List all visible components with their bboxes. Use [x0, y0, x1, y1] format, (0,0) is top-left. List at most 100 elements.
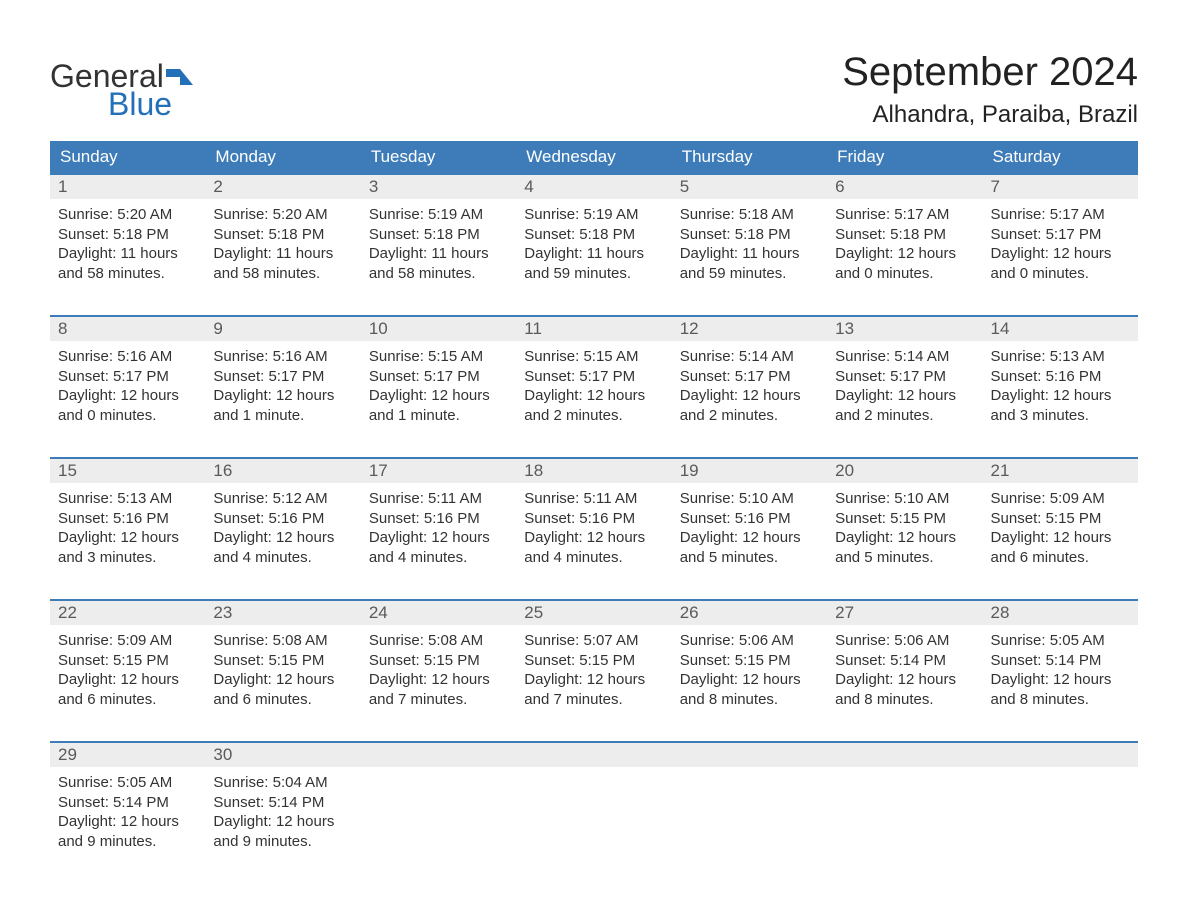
day-header: Wednesday	[516, 141, 671, 173]
sunrise-text: Sunrise: 5:19 AM	[524, 205, 663, 225]
day-cell: 21Sunrise: 5:09 AMSunset: 5:15 PMDayligh…	[983, 459, 1138, 579]
sunset-text: Sunset: 5:15 PM	[369, 651, 508, 671]
day-cell: 11Sunrise: 5:15 AMSunset: 5:17 PMDayligh…	[516, 317, 671, 437]
sunrise-text: Sunrise: 5:09 AM	[58, 631, 197, 651]
empty-day	[672, 743, 827, 767]
day-number: 8	[50, 317, 205, 341]
daylight-text: Daylight: 12 hours and 2 minutes.	[680, 386, 819, 425]
day-number: 16	[205, 459, 360, 483]
sunrise-text: Sunrise: 5:17 AM	[835, 205, 974, 225]
logo-word2: Blue	[50, 88, 194, 120]
day-number: 9	[205, 317, 360, 341]
sunrise-text: Sunrise: 5:08 AM	[213, 631, 352, 651]
empty-day	[361, 743, 516, 767]
day-info: Sunrise: 5:13 AMSunset: 5:16 PMDaylight:…	[983, 341, 1138, 429]
week-row: 22Sunrise: 5:09 AMSunset: 5:15 PMDayligh…	[50, 599, 1138, 721]
daylight-text: Daylight: 12 hours and 0 minutes.	[835, 244, 974, 283]
day-header-row: SundayMondayTuesdayWednesdayThursdayFrid…	[50, 141, 1138, 173]
sunset-text: Sunset: 5:16 PM	[213, 509, 352, 529]
day-info: Sunrise: 5:11 AMSunset: 5:16 PMDaylight:…	[361, 483, 516, 571]
daylight-text: Daylight: 11 hours and 58 minutes.	[58, 244, 197, 283]
sunrise-text: Sunrise: 5:08 AM	[369, 631, 508, 651]
sunrise-text: Sunrise: 5:07 AM	[524, 631, 663, 651]
sunrise-text: Sunrise: 5:16 AM	[213, 347, 352, 367]
sunset-text: Sunset: 5:15 PM	[835, 509, 974, 529]
day-cell	[361, 743, 516, 863]
day-info: Sunrise: 5:19 AMSunset: 5:18 PMDaylight:…	[516, 199, 671, 287]
day-cell: 6Sunrise: 5:17 AMSunset: 5:18 PMDaylight…	[827, 175, 982, 295]
day-cell	[516, 743, 671, 863]
day-info: Sunrise: 5:17 AMSunset: 5:18 PMDaylight:…	[827, 199, 982, 287]
daylight-text: Daylight: 12 hours and 4 minutes.	[213, 528, 352, 567]
day-number: 19	[672, 459, 827, 483]
day-header: Tuesday	[361, 141, 516, 173]
sunrise-text: Sunrise: 5:18 AM	[680, 205, 819, 225]
day-number: 11	[516, 317, 671, 341]
day-cell: 5Sunrise: 5:18 AMSunset: 5:18 PMDaylight…	[672, 175, 827, 295]
day-info: Sunrise: 5:12 AMSunset: 5:16 PMDaylight:…	[205, 483, 360, 571]
sunrise-text: Sunrise: 5:19 AM	[369, 205, 508, 225]
sunrise-text: Sunrise: 5:17 AM	[991, 205, 1130, 225]
sunset-text: Sunset: 5:14 PM	[58, 793, 197, 813]
sunset-text: Sunset: 5:15 PM	[680, 651, 819, 671]
sunset-text: Sunset: 5:16 PM	[680, 509, 819, 529]
sunrise-text: Sunrise: 5:04 AM	[213, 773, 352, 793]
month-title: September 2024	[842, 50, 1138, 95]
day-cell: 9Sunrise: 5:16 AMSunset: 5:17 PMDaylight…	[205, 317, 360, 437]
day-cell: 22Sunrise: 5:09 AMSunset: 5:15 PMDayligh…	[50, 601, 205, 721]
day-number: 17	[361, 459, 516, 483]
daylight-text: Daylight: 12 hours and 4 minutes.	[369, 528, 508, 567]
day-info: Sunrise: 5:05 AMSunset: 5:14 PMDaylight:…	[983, 625, 1138, 713]
day-info: Sunrise: 5:16 AMSunset: 5:17 PMDaylight:…	[205, 341, 360, 429]
day-cell: 24Sunrise: 5:08 AMSunset: 5:15 PMDayligh…	[361, 601, 516, 721]
day-cell: 1Sunrise: 5:20 AMSunset: 5:18 PMDaylight…	[50, 175, 205, 295]
day-number: 21	[983, 459, 1138, 483]
sunrise-text: Sunrise: 5:11 AM	[524, 489, 663, 509]
daylight-text: Daylight: 12 hours and 0 minutes.	[58, 386, 197, 425]
day-number: 30	[205, 743, 360, 767]
day-number: 5	[672, 175, 827, 199]
sunrise-text: Sunrise: 5:20 AM	[213, 205, 352, 225]
sunset-text: Sunset: 5:14 PM	[835, 651, 974, 671]
sunset-text: Sunset: 5:18 PM	[835, 225, 974, 245]
day-info: Sunrise: 5:08 AMSunset: 5:15 PMDaylight:…	[205, 625, 360, 713]
daylight-text: Daylight: 12 hours and 4 minutes.	[524, 528, 663, 567]
daylight-text: Daylight: 12 hours and 8 minutes.	[680, 670, 819, 709]
day-number: 23	[205, 601, 360, 625]
day-number: 28	[983, 601, 1138, 625]
sunrise-text: Sunrise: 5:11 AM	[369, 489, 508, 509]
day-cell: 17Sunrise: 5:11 AMSunset: 5:16 PMDayligh…	[361, 459, 516, 579]
daylight-text: Daylight: 11 hours and 58 minutes.	[213, 244, 352, 283]
daylight-text: Daylight: 12 hours and 7 minutes.	[524, 670, 663, 709]
day-header: Sunday	[50, 141, 205, 173]
day-number: 4	[516, 175, 671, 199]
day-header: Monday	[205, 141, 360, 173]
week-row: 8Sunrise: 5:16 AMSunset: 5:17 PMDaylight…	[50, 315, 1138, 437]
day-info: Sunrise: 5:09 AMSunset: 5:15 PMDaylight:…	[50, 625, 205, 713]
sunrise-text: Sunrise: 5:14 AM	[835, 347, 974, 367]
day-cell: 23Sunrise: 5:08 AMSunset: 5:15 PMDayligh…	[205, 601, 360, 721]
location: Alhandra, Paraiba, Brazil	[842, 101, 1138, 129]
day-number: 12	[672, 317, 827, 341]
daylight-text: Daylight: 12 hours and 6 minutes.	[991, 528, 1130, 567]
day-cell: 2Sunrise: 5:20 AMSunset: 5:18 PMDaylight…	[205, 175, 360, 295]
sunset-text: Sunset: 5:14 PM	[213, 793, 352, 813]
day-cell: 29Sunrise: 5:05 AMSunset: 5:14 PMDayligh…	[50, 743, 205, 863]
sunrise-text: Sunrise: 5:12 AM	[213, 489, 352, 509]
day-info: Sunrise: 5:18 AMSunset: 5:18 PMDaylight:…	[672, 199, 827, 287]
day-number: 7	[983, 175, 1138, 199]
sunrise-text: Sunrise: 5:10 AM	[835, 489, 974, 509]
header: General Blue September 2024 Alhandra, Pa…	[50, 50, 1138, 129]
sunset-text: Sunset: 5:15 PM	[524, 651, 663, 671]
day-cell: 4Sunrise: 5:19 AMSunset: 5:18 PMDaylight…	[516, 175, 671, 295]
daylight-text: Daylight: 12 hours and 9 minutes.	[213, 812, 352, 851]
sunrise-text: Sunrise: 5:06 AM	[835, 631, 974, 651]
sunrise-text: Sunrise: 5:06 AM	[680, 631, 819, 651]
day-info: Sunrise: 5:13 AMSunset: 5:16 PMDaylight:…	[50, 483, 205, 571]
sunset-text: Sunset: 5:18 PM	[369, 225, 508, 245]
day-number: 1	[50, 175, 205, 199]
daylight-text: Daylight: 12 hours and 3 minutes.	[991, 386, 1130, 425]
day-number: 20	[827, 459, 982, 483]
day-cell: 12Sunrise: 5:14 AMSunset: 5:17 PMDayligh…	[672, 317, 827, 437]
day-cell: 13Sunrise: 5:14 AMSunset: 5:17 PMDayligh…	[827, 317, 982, 437]
